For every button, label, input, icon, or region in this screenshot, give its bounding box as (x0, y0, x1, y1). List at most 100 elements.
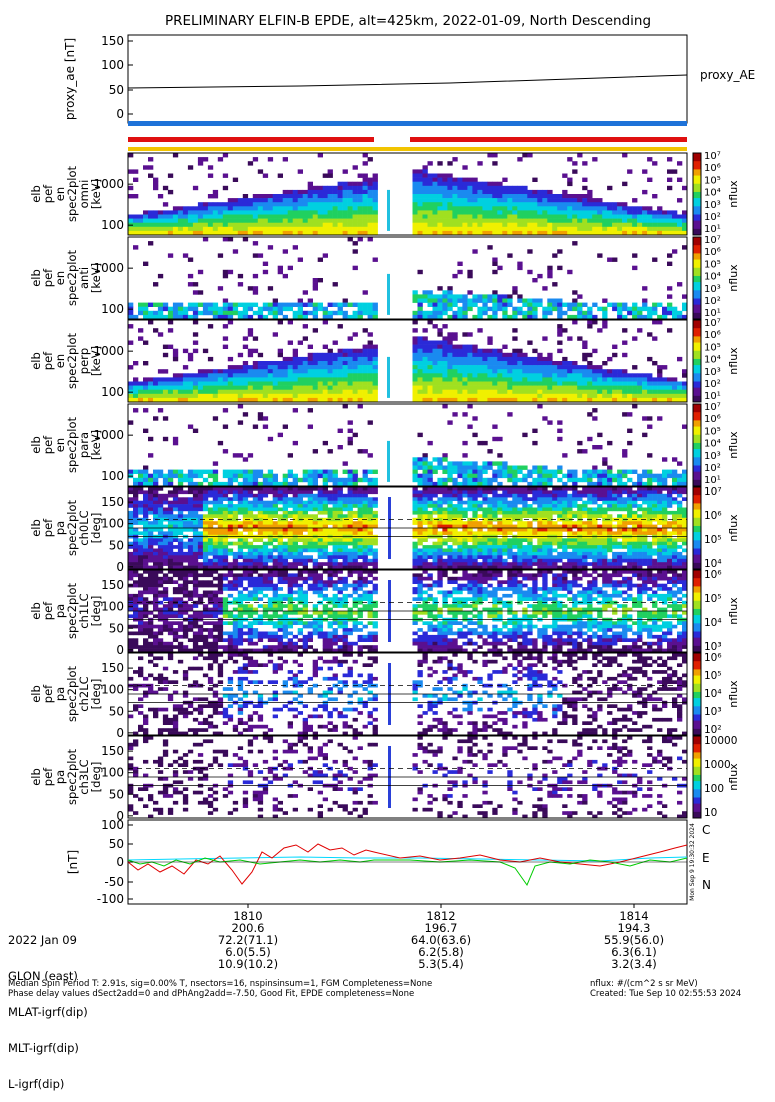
energy-spectrogram-0: 1000100elbpefenspec2plotomni[keV]10⁷10⁶1… (29, 151, 740, 235)
pitch-angle-spectrogram-3: 150100500elbpefpaspec2plotch3LC[deg]1000… (29, 735, 740, 823)
pa-tick-label: 150 (101, 661, 124, 675)
colorbar-tick-label: 10⁶ (704, 652, 722, 664)
colorbar-tick-label: 10⁴ (704, 188, 721, 199)
colorbar-tick-label: 10⁴ (704, 688, 722, 700)
pa-tick-label: 150 (101, 744, 124, 758)
pa-tick-label: 0 (116, 726, 124, 740)
pa-tick-label: 50 (109, 621, 124, 635)
colorbar-tick-label: 10¹ (704, 224, 721, 235)
pitch-angle-spectrogram-2: 150100500elbpefpaspec2plotch2LC[deg]10⁶1… (29, 652, 740, 740)
energy-tick-label: 100 (101, 302, 124, 316)
proxy-ae-legend: proxy_AE (700, 68, 755, 82)
colorbar-tick-label: 10³ (704, 451, 721, 462)
colorbar-tick-label: 10³ (704, 706, 722, 718)
pa-ylabel-line: [deg] (89, 679, 103, 710)
colorbar-tick-label: 100 (704, 783, 724, 795)
energy-spectrogram-1: 1000100elbpefenspec2plotanti[keV]10⁷10⁶1… (29, 235, 740, 319)
mag-tick-label: 50 (109, 837, 124, 851)
mag-side-text: Mon Sep 9 19:30:32 2024 (689, 823, 696, 901)
footer-created: Created: Tue Sep 10 02:55:53 2024 (590, 989, 741, 1000)
energy-spectrogram-3: 1000100elbpefenspec2plotpara[keV]10⁷10⁶1… (29, 402, 740, 486)
colorbar-tick-label: 10⁶ (704, 510, 722, 522)
colorbar-tick-label: 10000 (704, 735, 737, 747)
pa-tick-label: 50 (109, 787, 124, 801)
colorbar-tick-label: 10⁴ (704, 272, 721, 283)
colorbar-label: nflux (727, 180, 740, 208)
colorbar-tick-label: 10¹ (704, 475, 721, 486)
mag-label-e: E (702, 851, 710, 865)
colorbar-tick-label: 10⁷ (704, 151, 721, 162)
energy-spectrogram-2: 1000100elbpefenspec2plotperp[keV]10⁷10⁶1… (29, 318, 740, 402)
proxy-tick-label: 100 (101, 58, 124, 72)
energy-ylabel-line: [keV] (89, 179, 103, 209)
colorbar-tick-label: 10⁶ (704, 414, 721, 425)
colorbar-tick-label: 10⁷ (704, 486, 722, 498)
footer-value: 5.3(5.4) (381, 958, 501, 970)
colorbar-tick-label: 10⁵ (704, 342, 721, 353)
colorbar-tick-label: 10⁴ (704, 355, 721, 366)
colorbar-tick-label: 10³ (704, 367, 721, 378)
proxy-tick-label: 0 (116, 107, 124, 121)
footer-row-label: MLT-igrf(dip) (8, 1042, 88, 1054)
energy-tick-label: 100 (101, 218, 124, 232)
pa-tick-label: 0 (116, 643, 124, 657)
energy-tick-label: 100 (101, 469, 124, 483)
proxy-ae-ylabel: proxy_ae [nT] (63, 38, 77, 120)
colorbar-tick-label: 10⁷ (704, 235, 721, 246)
colorbar-tick-label: 10³ (704, 284, 721, 295)
energy-ylabel-line: [keV] (89, 263, 103, 293)
colorbar-tick-label: 10⁵ (704, 534, 722, 546)
colorbar-tick-label: 10⁶ (704, 569, 722, 581)
pa-ylabel-line: [deg] (89, 762, 103, 793)
pa-tick-label: 100 (101, 600, 124, 614)
colorbar-tick-label: 10² (704, 379, 721, 390)
mag-tick-label: 100 (101, 818, 124, 832)
mag-label-c: C (702, 823, 710, 837)
colorbar-label: nflux (727, 680, 740, 708)
colorbar-tick-label: 10² (704, 212, 721, 223)
status-bars (128, 121, 687, 151)
pa-tick-label: 50 (109, 704, 124, 718)
energy-ylabel-line: [keV] (89, 346, 103, 376)
mag-tick-label: 0 (116, 855, 124, 869)
proxy-tick-label: 150 (101, 34, 124, 48)
colorbar-tick-label: 10⁶ (704, 163, 721, 174)
mag-label-n: N (702, 878, 711, 892)
footer-value: 3.2(3.4) (574, 958, 694, 970)
mag-series-e (128, 844, 687, 884)
proxy-ae-panel: 150 100 50 0 proxy_AE proxy_ae [nT] (63, 34, 755, 123)
colorbar-tick-label: 10⁵ (704, 259, 721, 270)
energy-tick-label: 100 (101, 385, 124, 399)
energy-ylabel-line: [keV] (89, 430, 103, 460)
pitch-angle-spectrogram-0: 150100500elbpefpaspec2plotch0LC[deg]10⁷1… (29, 486, 740, 574)
colorbar-tick-label: 10⁶ (704, 247, 721, 258)
pa-tick-label: 0 (116, 560, 124, 574)
colorbar-tick-label: 10⁵ (704, 175, 721, 186)
pa-tick-label: 150 (101, 495, 124, 509)
pitch-angle-spectrogram-1: 150100500elbpefpaspec2plotch1LC[deg]10⁶1… (29, 569, 740, 657)
pa-tick-label: 100 (101, 683, 124, 697)
colorbar-tick-label: 10⁷ (704, 402, 721, 413)
pa-ylabel-line: [deg] (89, 513, 103, 544)
proxy-ae-line (128, 75, 687, 88)
colorbar-tick-label: 10² (704, 296, 721, 307)
colorbar-tick-label: 10⁵ (704, 426, 721, 437)
time-axis (248, 904, 634, 908)
proxy-tick-label: 50 (109, 83, 124, 97)
colorbar-tick-label: 10 (704, 807, 717, 819)
colorbar-tick-label: 10² (704, 463, 721, 474)
colorbar-tick-label: 10⁵ (704, 670, 722, 682)
footer-value: 10.9(10.2) (188, 958, 308, 970)
figure-title: PRELIMINARY ELFIN-B EPDE, alt=425km, 202… (165, 13, 651, 29)
pa-tick-label: 100 (101, 517, 124, 531)
mag-tick-label: -100 (97, 892, 124, 906)
colorbar-tick-label: 10⁶ (704, 330, 721, 341)
pa-tick-label: 150 (101, 578, 124, 592)
colorbar-tick-label: 10⁷ (704, 318, 721, 329)
colorbar-tick-label: 10³ (704, 200, 721, 211)
footer-labels: 2022 Jan 09 GLON (east) MLAT-igrf(dip) M… (8, 910, 88, 1102)
colorbar-tick-label: 10⁴ (704, 439, 721, 450)
